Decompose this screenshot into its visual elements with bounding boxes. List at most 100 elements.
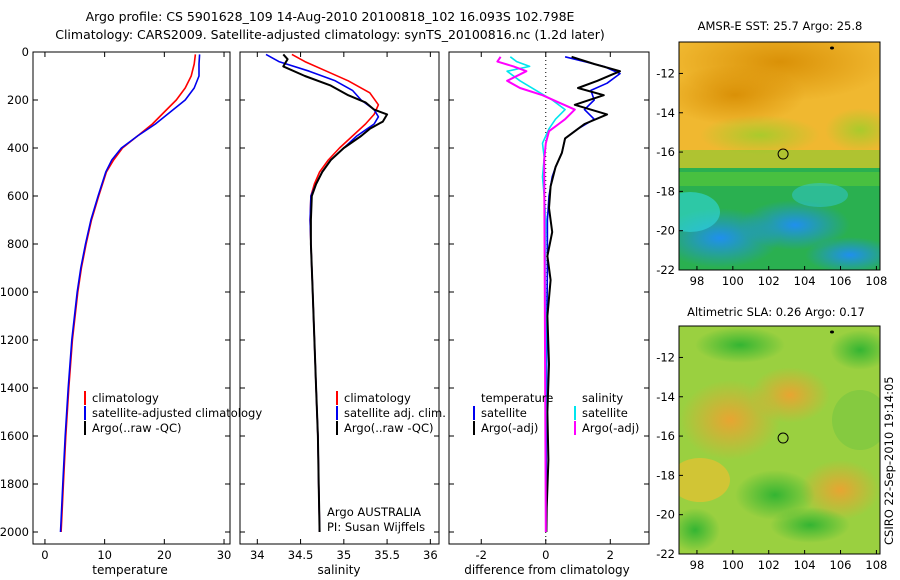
series-line-argo-raw-qc bbox=[282, 53, 389, 533]
x-tick-label: 102 bbox=[758, 558, 780, 572]
x-tick-label: 104 bbox=[794, 558, 816, 572]
y-tick-label: 1200 bbox=[0, 333, 29, 347]
sla-map-x-ticks: 98 100 102 104 106 108 bbox=[690, 550, 887, 572]
y-tick-label: -14 bbox=[656, 106, 675, 120]
salinity-legend: climatology satellite adj. clim. Argo(..… bbox=[336, 391, 446, 435]
sla-map-frame bbox=[678, 325, 881, 555]
x-tick-label: -2 bbox=[476, 548, 487, 562]
y-tick-label: 200 bbox=[7, 93, 29, 107]
difference-legend: temperature satellite Argo(-adj) salinit… bbox=[473, 391, 639, 435]
argo-program-annotation: Argo AUSTRALIA bbox=[327, 505, 421, 519]
x-tick-label: 36 bbox=[423, 548, 438, 562]
difference-x-ticks: -2 0 2 bbox=[476, 52, 614, 562]
x-tick-label: 108 bbox=[865, 558, 887, 572]
sst-map-frame bbox=[678, 41, 881, 271]
sst-map-x-ticks: 98 100 102 104 106 108 bbox=[690, 266, 887, 288]
y-tick-label: -18 bbox=[656, 468, 675, 482]
x-tick-label: 35.5 bbox=[374, 548, 400, 562]
legend-group-temperature: temperature bbox=[481, 391, 553, 405]
x-tick-label: 34 bbox=[250, 548, 265, 562]
x-tick-label: 2 bbox=[607, 548, 614, 562]
legend-label-climatology: climatology bbox=[92, 391, 159, 405]
legend-label-satellite-adj: satellite adj. clim. bbox=[344, 406, 446, 420]
x-tick-label: 104 bbox=[794, 274, 816, 288]
sst-map-title: AMSR-E SST: 25.7 Argo: 25.8 bbox=[698, 19, 863, 33]
sla-map-title: Altimetric SLA: 0.26 Argo: 0.17 bbox=[687, 305, 865, 319]
temperature-legend: climatology satellite-adjusted climatolo… bbox=[84, 391, 262, 435]
y-tick-label: 1600 bbox=[0, 429, 29, 443]
salinity-panel: 34 34.5 35 35.5 36 salinity climatology sate… bbox=[239, 51, 446, 577]
x-tick-label: 102 bbox=[758, 274, 780, 288]
salinity-axes-box bbox=[239, 51, 440, 545]
x-tick-label: 30 bbox=[217, 548, 232, 562]
y-tick-label: 1400 bbox=[0, 381, 29, 395]
series-line-climatology bbox=[60, 54, 197, 533]
legend-label-sal-satellite: satellite bbox=[582, 406, 628, 420]
x-tick-label: 20 bbox=[157, 548, 172, 562]
series-line-satellite-adj-clim bbox=[265, 53, 380, 533]
temperature-y-ticks: 0 200 400 600 800 1000 1200 1400 1600 1800 2000 bbox=[0, 45, 230, 539]
y-tick-label: -12 bbox=[656, 66, 675, 80]
y-tick-label: 800 bbox=[7, 237, 29, 251]
legend-label-sal-argo: Argo(-adj) bbox=[582, 421, 639, 435]
temperature-x-ticks: 0 10 20 30 bbox=[41, 52, 231, 562]
x-tick-label: 106 bbox=[830, 558, 852, 572]
y-tick-label: -20 bbox=[656, 224, 675, 238]
y-tick-label: 600 bbox=[7, 189, 29, 203]
sst-map-field bbox=[679, 42, 880, 270]
y-tick-label: 400 bbox=[7, 141, 29, 155]
figure-title-line-1: Argo profile: CS 5901628_109 14-Aug-2010… bbox=[85, 9, 575, 24]
island-mark bbox=[830, 46, 834, 50]
legend-label-satellite-adjusted: satellite-adjusted climatology bbox=[92, 406, 262, 420]
x-tick-label: 35 bbox=[337, 548, 352, 562]
salinity-y-ticks bbox=[240, 51, 439, 533]
salinity-series-lines bbox=[265, 53, 389, 533]
argo-position-marker bbox=[777, 148, 789, 160]
salinity-x-ticks: 34 34.5 35 35.5 36 bbox=[250, 52, 438, 562]
x-tick-label: 0 bbox=[542, 548, 549, 562]
difference-panel: -2 0 2 difference from climatology tempera… bbox=[448, 51, 650, 577]
temperature-panel: 0 10 20 30 0 200 400 600 800 1000 1200 1400 1600 180… bbox=[0, 45, 262, 577]
y-tick-label: -22 bbox=[656, 547, 675, 561]
series-line-satellite-adjusted-climatology bbox=[59, 54, 201, 533]
x-tick-label: 100 bbox=[722, 558, 744, 572]
difference-y-ticks bbox=[449, 51, 649, 533]
y-tick-label: -22 bbox=[656, 263, 675, 277]
sla-map-field bbox=[679, 326, 880, 554]
x-tick-label: 98 bbox=[690, 274, 705, 288]
sst-map-panel: AMSR-E SST: 25.7 Argo: 25.8 98 100 102 104 1… bbox=[656, 19, 887, 288]
temperature-series-lines bbox=[59, 54, 201, 533]
legend-label-temp-satellite: satellite bbox=[481, 406, 527, 420]
island-mark bbox=[830, 330, 834, 334]
x-tick-label: 106 bbox=[830, 274, 852, 288]
figure-title-line-2: Climatology: CARS2009. Satellite-adjuste… bbox=[55, 27, 605, 42]
salinity-x-label: salinity bbox=[317, 563, 360, 577]
x-tick-label: 98 bbox=[690, 558, 705, 572]
sla-map-y-ticks: -12 -14 -16 -18 -20 -22 bbox=[656, 350, 683, 561]
sla-map-panel: Altimetric SLA: 0.26 Argo: 0.17 98 100 102… bbox=[656, 305, 887, 572]
series-line-temperature-argo-adj bbox=[545, 55, 621, 533]
temperature-axes-box bbox=[32, 51, 231, 545]
y-tick-label: -18 bbox=[656, 184, 675, 198]
legend-label-argo: Argo(..raw -QC) bbox=[344, 421, 434, 435]
y-tick-label: -16 bbox=[656, 145, 675, 159]
y-tick-label: -14 bbox=[656, 390, 675, 404]
y-tick-label: -20 bbox=[656, 508, 675, 522]
series-line-climatology bbox=[291, 53, 380, 533]
difference-axes-box bbox=[448, 51, 650, 545]
y-tick-label: 0 bbox=[22, 45, 29, 59]
legend-label-climatology: climatology bbox=[344, 391, 411, 405]
sst-map-y-ticks: -12 -14 -16 -18 -20 -22 bbox=[656, 66, 683, 277]
difference-x-label: difference from climatology bbox=[464, 563, 630, 577]
y-tick-label: 2000 bbox=[0, 525, 29, 539]
argo-position-marker bbox=[777, 432, 789, 444]
x-tick-label: 10 bbox=[97, 548, 112, 562]
x-tick-label: 108 bbox=[865, 274, 887, 288]
y-tick-label: 1000 bbox=[0, 285, 29, 299]
x-tick-label: 0 bbox=[41, 548, 48, 562]
legend-label-argo: Argo(..raw -QC) bbox=[92, 421, 182, 435]
series-line-salinity-satellite bbox=[506, 56, 566, 532]
x-tick-label: 34.5 bbox=[288, 548, 314, 562]
y-tick-label: -12 bbox=[656, 350, 675, 364]
